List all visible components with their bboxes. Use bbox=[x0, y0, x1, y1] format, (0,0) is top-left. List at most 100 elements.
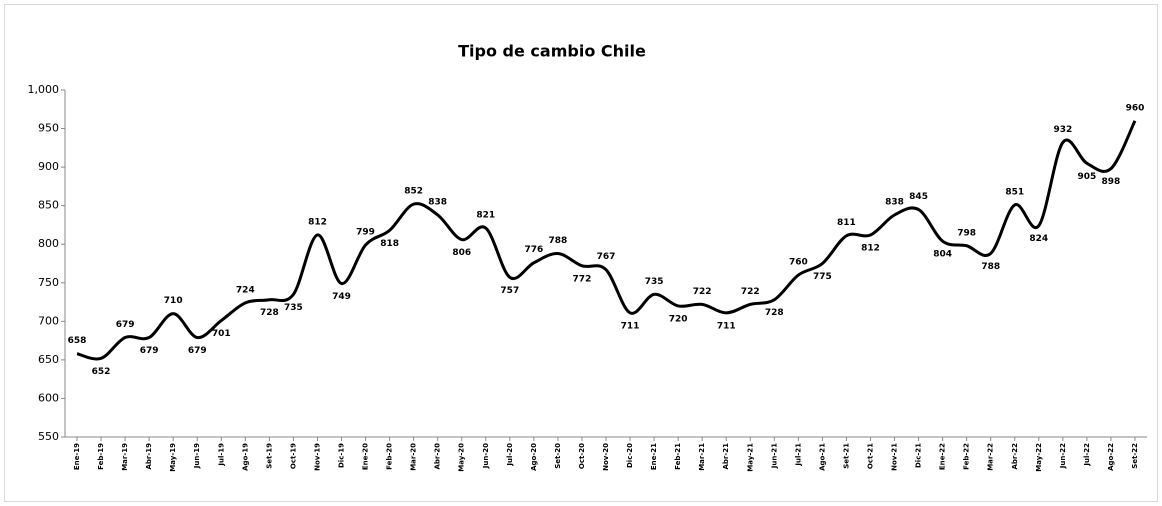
y-tick-label: 550 bbox=[38, 430, 59, 443]
y-tick-label: 600 bbox=[38, 391, 59, 404]
y-tick-label: 950 bbox=[38, 122, 59, 135]
x-tick-label: Ago-19 bbox=[241, 443, 249, 471]
data-label: 811 bbox=[837, 218, 856, 228]
x-tick-label: Mar-22 bbox=[987, 443, 995, 471]
x-tick-label: Ene-22 bbox=[939, 443, 947, 470]
data-label: 798 bbox=[957, 228, 976, 238]
data-label: 838 bbox=[428, 197, 447, 207]
data-label: 788 bbox=[981, 262, 1000, 272]
data-label: 760 bbox=[789, 258, 808, 268]
x-tick-label: Jul-22 bbox=[1083, 443, 1091, 467]
x-tick-label: Mar-20 bbox=[410, 443, 418, 471]
x-tick-label: Dic-19 bbox=[338, 443, 346, 468]
data-label: 812 bbox=[861, 243, 880, 253]
chart-title: Tipo de cambio Chile bbox=[458, 42, 646, 61]
chart-frame bbox=[4, 4, 1158, 502]
data-label: 775 bbox=[813, 272, 832, 282]
x-tick-label: Jun-19 bbox=[193, 443, 201, 469]
x-tick-label: May-21 bbox=[746, 443, 754, 472]
data-label: 852 bbox=[404, 187, 423, 197]
data-label: 735 bbox=[645, 277, 664, 287]
x-tick-label: May-22 bbox=[1035, 443, 1043, 472]
x-tick-label: Feb-20 bbox=[386, 443, 394, 470]
data-label: 812 bbox=[308, 217, 327, 227]
x-tick-label: Jun-22 bbox=[1059, 443, 1067, 469]
x-tick-label: Set-19 bbox=[265, 443, 273, 469]
data-label: 960 bbox=[1126, 103, 1145, 113]
x-tick-label: Nov-20 bbox=[602, 443, 610, 471]
x-tick-label: Nov-19 bbox=[313, 443, 321, 471]
data-label: 722 bbox=[741, 287, 760, 297]
data-label: 776 bbox=[524, 245, 543, 255]
data-label: 711 bbox=[621, 321, 640, 331]
x-tick-label: Set-20 bbox=[554, 443, 562, 469]
data-label: 932 bbox=[1053, 125, 1072, 135]
x-tick-label: Jun-21 bbox=[770, 443, 778, 469]
data-label: 824 bbox=[1029, 234, 1048, 244]
x-tick-label: Jul-21 bbox=[794, 443, 802, 467]
x-tick-label: Abr-20 bbox=[434, 443, 442, 470]
data-label: 679 bbox=[140, 346, 159, 356]
data-label: 799 bbox=[356, 227, 375, 237]
data-label: 788 bbox=[549, 236, 568, 246]
x-tick-label: Dic-21 bbox=[915, 443, 923, 468]
data-label: 710 bbox=[164, 296, 183, 306]
x-tick-label: Ene-20 bbox=[362, 443, 370, 470]
x-tick-label: Ago-21 bbox=[818, 443, 826, 471]
data-label: 724 bbox=[236, 285, 255, 295]
data-label: 838 bbox=[885, 197, 904, 207]
x-tick-label: Oct-21 bbox=[866, 443, 874, 469]
data-label: 679 bbox=[188, 346, 207, 356]
y-tick-label: 700 bbox=[38, 314, 59, 327]
x-tick-label: Set-21 bbox=[842, 443, 850, 469]
data-label: 806 bbox=[452, 248, 471, 258]
data-label: 821 bbox=[476, 211, 495, 221]
x-tick-label: Mar-21 bbox=[698, 443, 706, 471]
x-tick-label: May-19 bbox=[169, 443, 177, 472]
data-label: 735 bbox=[284, 303, 303, 313]
x-tick-label: Set-22 bbox=[1131, 443, 1139, 469]
y-tick-label: 850 bbox=[38, 199, 59, 212]
y-tick-label: 1,000 bbox=[28, 83, 60, 96]
data-label: 905 bbox=[1077, 172, 1096, 182]
data-label: 701 bbox=[212, 329, 231, 339]
data-label: 720 bbox=[669, 314, 688, 324]
x-tick-label: Feb-19 bbox=[97, 443, 105, 470]
data-label: 898 bbox=[1102, 177, 1121, 187]
data-label: 851 bbox=[1005, 187, 1024, 197]
x-tick-label: Ago-22 bbox=[1107, 443, 1115, 471]
x-tick-label: Ene-21 bbox=[650, 443, 658, 470]
data-label: 804 bbox=[933, 250, 952, 260]
data-label: 767 bbox=[597, 252, 616, 262]
x-tick-label: Ene-19 bbox=[73, 443, 81, 470]
y-tick-label: 900 bbox=[38, 160, 59, 173]
x-tick-label: Jul-19 bbox=[217, 443, 225, 467]
x-tick-label: Mar-19 bbox=[121, 443, 129, 471]
data-label: 749 bbox=[332, 292, 351, 302]
x-tick-label: Jun-20 bbox=[482, 443, 490, 469]
data-label: 757 bbox=[500, 286, 519, 296]
y-tick-label: 800 bbox=[38, 237, 59, 250]
x-tick-label: Nov-21 bbox=[891, 443, 899, 471]
x-tick-label: Abr-19 bbox=[145, 443, 153, 470]
x-tick-label: Jul-20 bbox=[506, 443, 514, 467]
x-tick-label: Feb-21 bbox=[674, 443, 682, 470]
data-label: 722 bbox=[693, 287, 712, 297]
x-tick-label: Feb-22 bbox=[963, 443, 971, 470]
x-tick-label: May-20 bbox=[458, 443, 466, 472]
x-tick-label: Oct-20 bbox=[578, 443, 586, 469]
data-label: 845 bbox=[909, 192, 928, 202]
line bbox=[76, 120, 1137, 361]
y-tick-label: 650 bbox=[38, 353, 59, 366]
data-label: 728 bbox=[260, 308, 279, 318]
data-label: 658 bbox=[68, 336, 87, 346]
data-label: 711 bbox=[717, 321, 736, 331]
data-label: 772 bbox=[573, 274, 592, 284]
data-label: 652 bbox=[92, 367, 111, 377]
x-tick-label: Abr-22 bbox=[1011, 443, 1019, 470]
x-tick-label: Abr-21 bbox=[722, 443, 730, 470]
x-tick-label: Oct-19 bbox=[289, 443, 297, 469]
data-label: 679 bbox=[116, 320, 135, 330]
